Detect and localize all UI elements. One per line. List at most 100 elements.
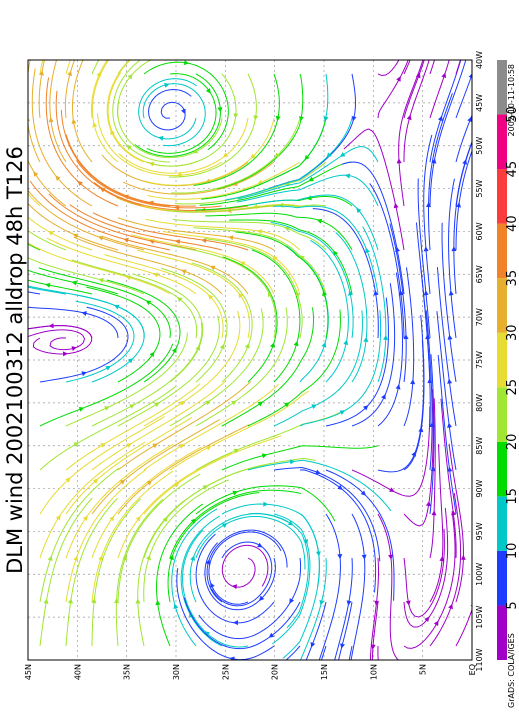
streamline	[310, 239, 349, 383]
streamline	[377, 645, 379, 660]
stream-arrow	[346, 600, 352, 606]
stream-arrow	[441, 72, 447, 79]
stream-arrow	[205, 88, 211, 94]
lon-label: 80W	[475, 394, 484, 412]
streamline	[143, 435, 282, 515]
streamline	[48, 193, 197, 251]
streamline	[180, 515, 223, 647]
stream-arrow	[222, 152, 229, 158]
streamline	[28, 291, 41, 295]
colorbar-segment	[497, 332, 507, 388]
stream-arrow	[238, 292, 244, 299]
stream-arrow	[244, 342, 250, 349]
colorbar-segment	[497, 223, 507, 279]
streamline	[101, 154, 249, 187]
stream-arrow	[145, 300, 152, 306]
streamline	[104, 254, 224, 339]
stream-arrow	[299, 255, 305, 261]
streamline	[116, 60, 152, 119]
stream-arrow	[340, 643, 345, 649]
stream-arrow	[315, 551, 321, 557]
stream-arrow	[257, 401, 264, 407]
stream-arrow	[48, 117, 54, 123]
streamline	[377, 60, 400, 77]
streamline	[60, 109, 171, 207]
lon-label: 65W	[475, 265, 484, 283]
stream-arrow	[232, 490, 239, 496]
streamline	[351, 406, 431, 497]
stream-arrow	[337, 554, 343, 560]
stream-arrow	[113, 598, 119, 604]
streamline	[193, 73, 280, 187]
stream-arrow	[73, 442, 80, 447]
streamline	[76, 160, 223, 209]
streamline	[39, 385, 177, 471]
stream-arrow	[256, 229, 263, 235]
streamline	[455, 608, 472, 647]
stream-arrow	[169, 554, 174, 561]
stream-arrow	[152, 272, 159, 278]
streamline	[28, 159, 67, 207]
streamline	[168, 73, 257, 178]
streamline	[31, 68, 93, 207]
stream-arrow	[303, 538, 309, 545]
stream-arrow	[190, 555, 196, 561]
stream-arrow	[322, 290, 327, 297]
streamline	[39, 60, 44, 75]
streamline	[38, 267, 171, 339]
streamline	[273, 205, 379, 295]
streamline	[247, 512, 309, 629]
streamline	[429, 60, 435, 75]
streamline	[237, 146, 379, 200]
colorbar-label: 25	[505, 379, 519, 396]
streamline	[221, 445, 379, 471]
streamline	[377, 513, 400, 660]
stream-arrow	[135, 516, 141, 522]
colorbar-label: 30	[505, 324, 519, 341]
colorbar-segment	[497, 496, 507, 551]
stream-arrow	[250, 153, 256, 159]
stream-arrow	[289, 598, 295, 604]
lon-label: 90W	[475, 479, 484, 497]
streamline	[429, 398, 436, 559]
colorbar-segment	[497, 278, 507, 333]
streamline	[117, 380, 252, 471]
lon-label: 110W	[475, 648, 484, 671]
stream-arrow	[433, 620, 439, 627]
streamline	[338, 601, 353, 660]
streamline	[28, 325, 93, 339]
stream-arrow	[448, 290, 454, 296]
colorbar-segment	[497, 169, 507, 224]
stream-arrow	[423, 290, 429, 296]
stream-arrow	[77, 180, 83, 187]
streamline	[28, 189, 145, 251]
streamline	[131, 234, 275, 295]
stream-arrow	[183, 60, 190, 66]
streamline	[91, 446, 202, 559]
stream-arrow	[232, 620, 239, 626]
stream-arrow	[263, 501, 269, 507]
stream-arrow	[178, 444, 185, 449]
streamline	[69, 204, 223, 251]
stream-arrow	[81, 311, 87, 316]
stream-arrow	[231, 400, 237, 406]
streamline	[420, 266, 431, 427]
lat-label: 10N	[369, 664, 378, 680]
streamline	[350, 513, 366, 660]
streamline	[211, 541, 273, 607]
streamline	[163, 231, 301, 295]
timestamp: 2002-10-11-10:58	[507, 64, 516, 136]
streamline	[236, 174, 379, 207]
streamline	[147, 161, 301, 200]
streamline	[195, 515, 306, 570]
stream-arrow	[71, 118, 77, 124]
streamline	[142, 83, 206, 147]
streamline	[205, 212, 353, 251]
stream-arrow	[149, 351, 155, 358]
streamline	[441, 222, 457, 383]
streamline	[91, 381, 226, 471]
stream-arrow	[55, 514, 61, 521]
stream-arrow	[438, 115, 443, 122]
stream-arrow	[105, 365, 112, 371]
streamline	[272, 513, 311, 645]
